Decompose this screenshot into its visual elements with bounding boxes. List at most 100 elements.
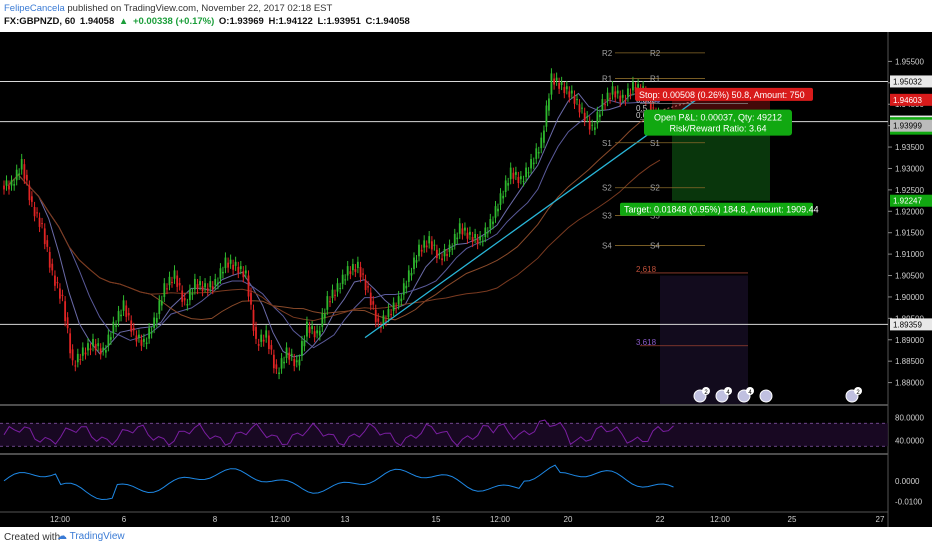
candle-body: [425, 245, 428, 248]
symbol-ohlc: FX:GBPNZD, 60 1.94058 ▲ +0.00338 (+0.17%…: [4, 16, 412, 27]
candle-body: [433, 244, 436, 246]
candle-body: [430, 241, 433, 250]
candle-body: [349, 271, 352, 275]
candle-body: [84, 352, 87, 355]
time-tick-label: 20: [564, 515, 573, 524]
candle-body: [239, 266, 242, 270]
tradingview-brand: TradingView: [69, 531, 125, 542]
candle-body: [252, 309, 255, 331]
candle-body: [329, 301, 331, 303]
candle-body: [61, 294, 64, 297]
candle-body: [509, 167, 512, 180]
candle-body: [219, 268, 222, 279]
candle-body: [74, 365, 77, 367]
candle-body: [209, 281, 212, 288]
candle-body: [120, 314, 122, 317]
price-tick-label: 1.90500: [895, 272, 924, 281]
candle-body: [283, 361, 285, 364]
moving-average-line: [7, 99, 661, 349]
candle-body: [59, 288, 61, 299]
candle-body: [288, 352, 291, 360]
candle-body: [247, 275, 250, 297]
candle-body: [127, 313, 130, 316]
open-value: O:1.93969: [218, 16, 264, 27]
chart-svg[interactable]: R2R2R1R1S1S1S2S2S3S3S4S40.3820.50.6182.6…: [0, 32, 932, 527]
candle-body: [484, 227, 487, 237]
price-tick-label: 1.95500: [895, 57, 924, 66]
candle-body: [303, 340, 306, 347]
candle-body: [619, 95, 622, 102]
time-tick-label: 27: [876, 515, 885, 524]
candle-body: [423, 240, 426, 248]
pivot-label: S3: [602, 212, 612, 221]
candle-body: [649, 102, 652, 112]
candle-body: [359, 266, 362, 278]
tradingview-logo[interactable]: ☁ TradingView: [57, 531, 125, 542]
candle-body: [255, 326, 257, 339]
candle-body: [56, 281, 59, 284]
candle-body: [448, 244, 451, 252]
candle-body: [443, 248, 446, 257]
event-flag-icon: [759, 389, 773, 403]
price-tick-label: 1.92000: [895, 207, 924, 216]
candle-body: [446, 254, 448, 256]
candle-body: [54, 275, 56, 286]
event-badge-count: 4: [748, 390, 752, 396]
candle-body: [453, 233, 456, 245]
candle-body: [354, 269, 357, 272]
candle-body: [222, 271, 224, 274]
fib-label: 3.618: [636, 338, 657, 347]
candle-body: [341, 274, 344, 285]
pnl-label: Open P&L: 0.00037, Qty: 49212: [654, 113, 782, 123]
candle-body: [420, 249, 423, 252]
target-label: Target: 0.01848 (0.95%) 184.8, Amount: 1…: [624, 205, 819, 215]
candle-body: [155, 317, 158, 323]
pnl-box: [644, 109, 792, 136]
candle-body: [8, 185, 10, 190]
candle-body: [609, 97, 611, 99]
candle-body: [627, 88, 629, 97]
candle-body: [476, 239, 479, 245]
candle-body: [410, 272, 413, 276]
candle-body: [87, 343, 89, 351]
price-marker: [890, 75, 932, 88]
candle-body: [196, 284, 199, 290]
candle-body: [311, 326, 314, 330]
candle-body: [71, 349, 74, 361]
time-tick-label: 22: [656, 515, 665, 524]
candle-body: [227, 262, 230, 268]
time-tick-label: 12:00: [490, 515, 511, 524]
stop-label-box: [635, 87, 813, 101]
candle-body: [519, 176, 522, 180]
candle-body: [451, 248, 454, 250]
price-tick-label: 1.92500: [895, 186, 924, 195]
candle-body: [346, 266, 349, 276]
candle-body: [140, 339, 143, 346]
target-label-box: [620, 202, 813, 216]
low-value: L:1.93951: [317, 16, 361, 27]
candle-body: [611, 86, 614, 95]
candle-body: [456, 237, 459, 240]
candle-body: [211, 286, 214, 290]
candle-body: [466, 232, 469, 239]
chart-area[interactable]: R2R2R1R1S1S1S2S2S3S3S4S40.3820.50.6182.6…: [0, 32, 932, 527]
candle-body: [181, 290, 184, 302]
time-tick-label: 12:00: [270, 515, 291, 524]
time-tick-label: 15: [432, 515, 441, 524]
candle-body: [385, 320, 387, 322]
price-tick-label: 1.90000: [895, 293, 924, 302]
last-price: 1.94058: [79, 16, 115, 27]
candle-body: [33, 207, 36, 217]
candle-body: [540, 137, 543, 149]
price-marker: [890, 318, 932, 331]
candle-body: [191, 293, 194, 295]
pivot-label: S1: [602, 139, 612, 148]
time-tick-label: 12:00: [50, 515, 71, 524]
stop-label: Stop: 0.00508 (0.26%) 50.8, Amount: 750: [639, 90, 805, 100]
moving-average-line: [7, 113, 661, 321]
candle-body: [555, 77, 558, 81]
author-link[interactable]: FelipeCancela: [4, 3, 65, 14]
candle-body: [132, 327, 135, 331]
candle-body: [614, 91, 617, 98]
candle-body: [46, 240, 49, 247]
